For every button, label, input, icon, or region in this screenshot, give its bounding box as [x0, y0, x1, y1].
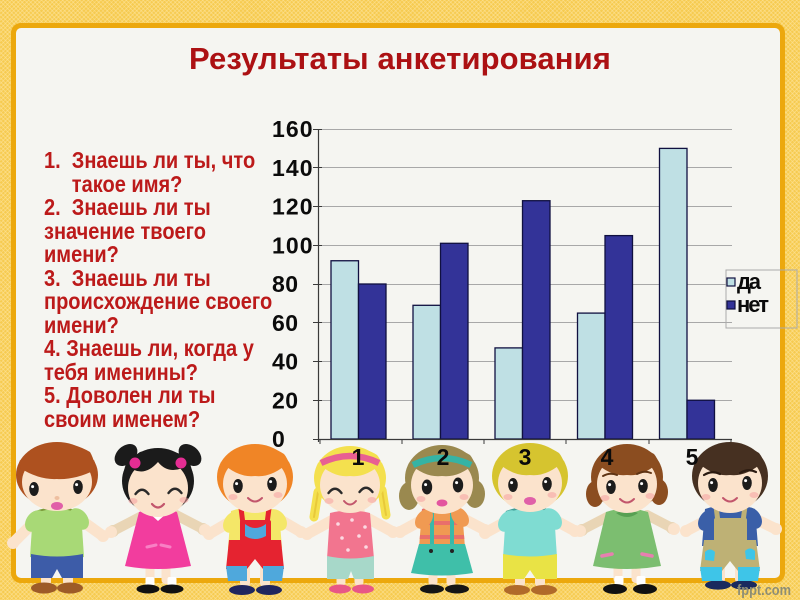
svg-text:2: 2 — [437, 444, 450, 470]
svg-text:1: 1 — [352, 444, 365, 470]
svg-text:80: 80 — [272, 271, 298, 297]
svg-text:100: 100 — [272, 232, 313, 258]
svg-text:60: 60 — [272, 310, 298, 336]
svg-text:fppt.com: fppt.com — [737, 582, 791, 599]
svg-text:140: 140 — [272, 155, 313, 181]
svg-text:40: 40 — [272, 349, 298, 375]
svg-text:3: 3 — [519, 444, 532, 470]
svg-text:да: да — [737, 269, 762, 294]
svg-text:120: 120 — [272, 194, 313, 220]
svg-text:20: 20 — [272, 387, 298, 413]
svg-text:нет: нет — [737, 292, 769, 317]
svg-text:0: 0 — [272, 426, 285, 452]
svg-text:160: 160 — [272, 116, 313, 142]
svg-text:4: 4 — [601, 444, 614, 470]
svg-text:5: 5 — [686, 444, 699, 470]
